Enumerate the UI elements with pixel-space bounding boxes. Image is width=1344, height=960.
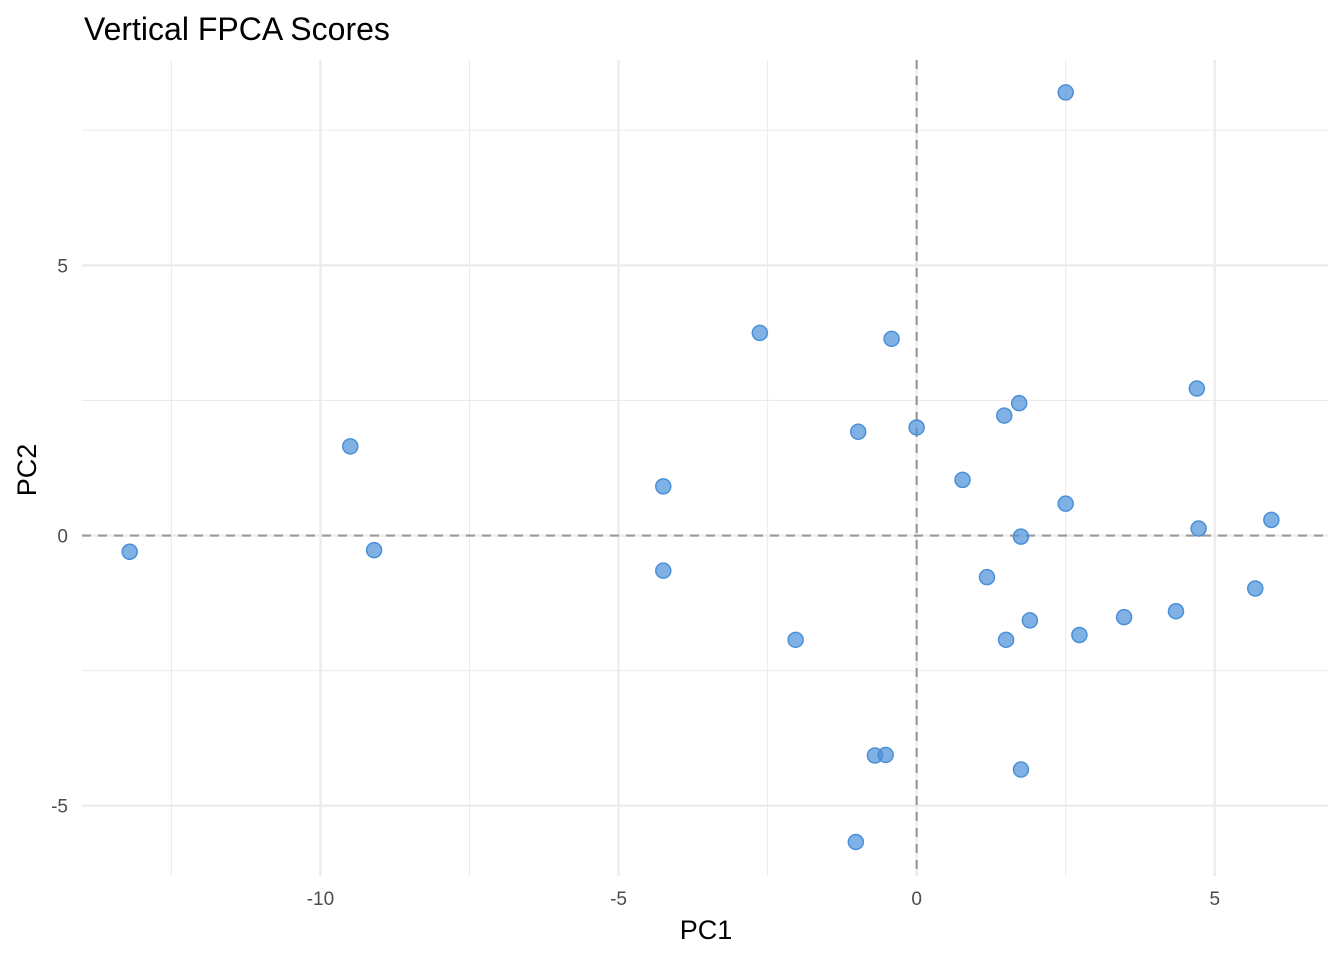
x-axis-title: PC1	[680, 915, 733, 945]
data-point	[1012, 528, 1030, 545]
x-tick-label: 5	[1209, 889, 1220, 910]
data-point	[997, 631, 1015, 649]
data-point	[1021, 612, 1039, 629]
data-point	[751, 324, 769, 342]
data-point	[1190, 520, 1207, 537]
y-tick-label: -5	[51, 797, 68, 818]
data-point	[787, 631, 804, 649]
data-point	[342, 438, 359, 455]
data-point	[365, 541, 383, 559]
data-point	[1115, 608, 1133, 626]
data-point	[1188, 380, 1206, 397]
data-point	[883, 330, 900, 348]
chart-title: Vertical FPCA Scores	[84, 11, 390, 47]
data-point	[1057, 495, 1074, 512]
y-axis-title: PC2	[12, 444, 42, 497]
data-point	[1071, 626, 1088, 644]
data-point	[1167, 602, 1185, 620]
data-point	[978, 568, 996, 586]
data-point	[866, 747, 884, 764]
data-point	[1057, 84, 1074, 101]
data-point	[908, 419, 925, 436]
y-axis-ticks: -5 0 5	[51, 256, 68, 817]
data-point	[954, 471, 971, 489]
data-point	[655, 478, 672, 495]
data-point	[996, 407, 1013, 424]
data-point	[847, 833, 865, 851]
data-point	[1247, 580, 1264, 597]
data-point	[121, 543, 138, 561]
x-tick-label: 0	[911, 889, 922, 910]
x-axis-ticks: -10 -5 0 5	[307, 889, 1220, 910]
y-tick-label: 5	[57, 256, 68, 277]
data-point	[849, 423, 867, 441]
x-tick-label: -5	[610, 889, 627, 910]
data-point	[1012, 761, 1030, 778]
x-tick-label: -10	[307, 889, 334, 910]
grid	[82, 60, 1328, 876]
y-tick-label: 0	[57, 527, 68, 548]
data-points	[121, 84, 1280, 851]
reference-lines	[82, 60, 1328, 876]
data-point	[1010, 394, 1028, 412]
data-point	[1263, 511, 1280, 529]
data-point	[655, 562, 672, 579]
